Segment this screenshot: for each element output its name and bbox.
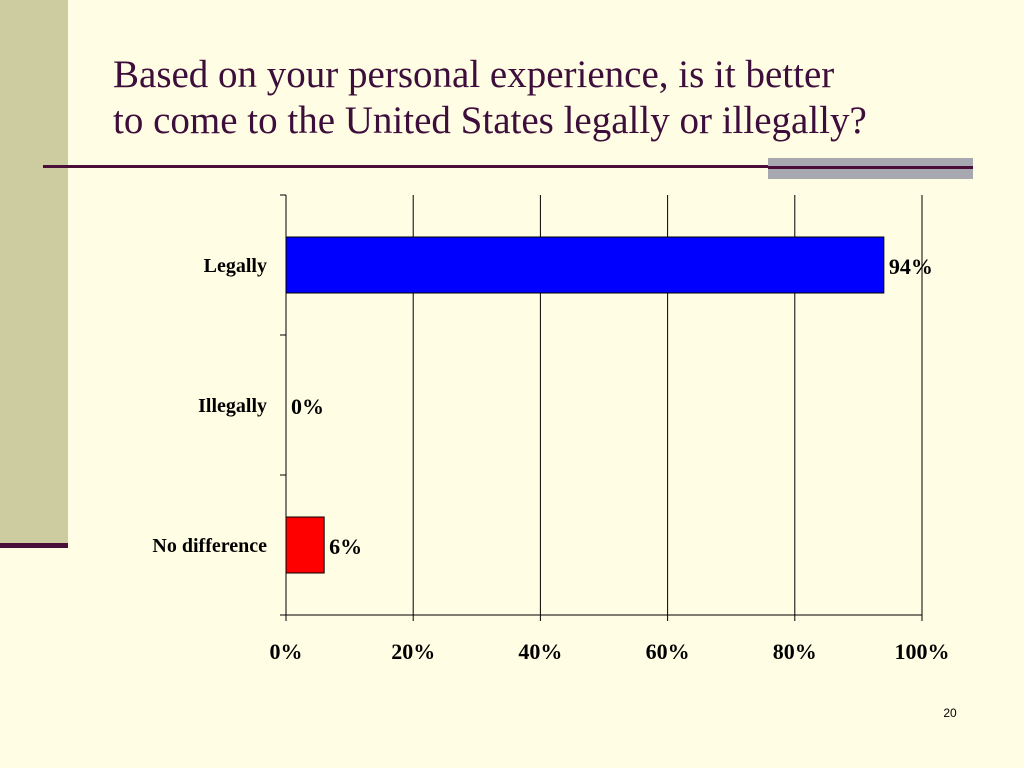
category-label: Illegally	[198, 395, 267, 417]
bar	[285, 516, 325, 574]
data-label: 94%	[889, 254, 933, 279]
x-tick-label: 60%	[646, 639, 690, 664]
page-number: 20	[943, 706, 957, 720]
category-label: No difference	[152, 535, 267, 557]
category-label: Legally	[204, 255, 267, 277]
side-band	[0, 0, 68, 545]
title-line-2: to come to the United States legally or …	[113, 99, 867, 142]
title-decoration-line	[768, 166, 973, 169]
x-tick-label: 0%	[270, 639, 303, 664]
title-line-1: Based on your personal experience, is it…	[113, 53, 835, 96]
data-label: 0%	[291, 394, 324, 419]
bar	[285, 236, 885, 294]
x-tick-label: 40%	[518, 639, 562, 664]
slide-title: Based on your personal experience, is it…	[113, 52, 1003, 144]
title-underline	[43, 165, 973, 168]
x-tick-label: 20%	[391, 639, 435, 664]
side-accent-bar	[0, 543, 68, 548]
x-tick-label: 100%	[895, 639, 950, 664]
data-label: 6%	[329, 534, 362, 559]
x-tick-label: 80%	[773, 639, 817, 664]
